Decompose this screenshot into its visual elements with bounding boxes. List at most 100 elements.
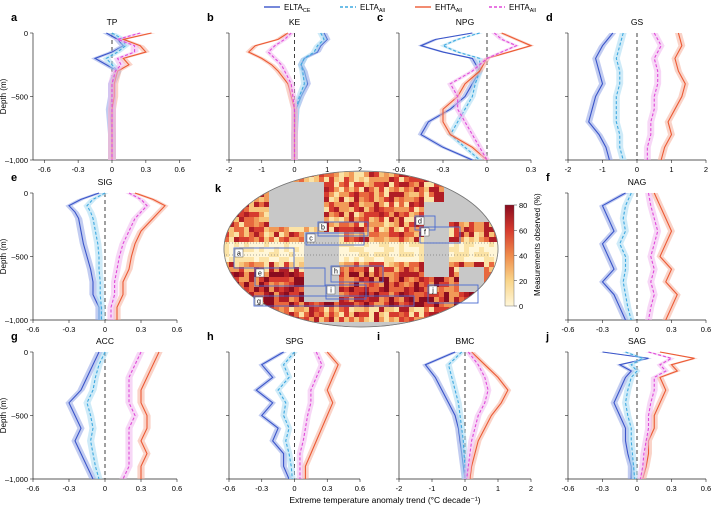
map-cell: [339, 227, 344, 232]
map-cell: [269, 242, 274, 247]
map-cell: [274, 277, 279, 282]
map-cell: [449, 287, 454, 292]
x-tick-label-h-4: 0.6: [355, 484, 365, 493]
region-label-bg-f: [420, 227, 430, 237]
map-cell: [379, 172, 384, 177]
map-cell: [449, 232, 454, 237]
map-cell: [369, 297, 374, 302]
map-cell: [264, 272, 269, 277]
map-cell: [439, 287, 444, 292]
map-cell: [349, 202, 354, 207]
map-cell: [374, 277, 379, 282]
panel-title-i: BMC: [456, 336, 475, 346]
map-cell: [284, 267, 289, 272]
map-cell: [244, 197, 249, 202]
map-cell: [409, 252, 414, 257]
map-cell: [379, 197, 384, 202]
x-tick-label-g-1: -0.3: [63, 484, 76, 493]
map-cell: [334, 207, 339, 212]
map-cell: [399, 317, 404, 322]
map-cell: [244, 282, 249, 287]
map-cell: [234, 267, 239, 272]
map-cell: [339, 302, 344, 307]
map-cell: [374, 227, 379, 232]
map-cell: [254, 202, 259, 207]
map-cell: [284, 242, 289, 247]
map-cell: [234, 282, 239, 287]
map-cell: [259, 242, 264, 247]
map-cell: [474, 222, 479, 227]
map-cell: [419, 252, 424, 257]
map-cell: [399, 217, 404, 222]
series-band-h-2: [302, 352, 342, 479]
map-cell: [249, 247, 254, 252]
map-cell: [494, 222, 498, 227]
map-cell: [289, 242, 294, 247]
map-cell: [494, 277, 498, 282]
panel-letter-k: k: [215, 183, 222, 195]
map-cell: [399, 202, 404, 207]
map-cell: [329, 197, 334, 202]
map-cell: [294, 267, 299, 272]
map-cell: [294, 302, 299, 307]
map-cell: [234, 207, 239, 212]
map-cell: [319, 317, 324, 322]
map-cell: [274, 242, 279, 247]
map-cell: [239, 237, 244, 242]
map-cell: [359, 257, 364, 262]
map-cell: [374, 202, 379, 207]
map-cell: [304, 227, 309, 232]
map-cell: [264, 317, 269, 322]
map-cell: [234, 172, 239, 177]
map-cell: [399, 197, 404, 202]
series-line-h-1: [277, 351, 295, 480]
map-cell: [324, 302, 329, 307]
map-cell: [279, 252, 284, 257]
map-cell: [224, 217, 229, 222]
map-cell: [414, 202, 419, 207]
map-cell: [369, 292, 374, 297]
map-cell: [399, 302, 404, 307]
map-cell: [254, 307, 259, 312]
map-cell: [389, 222, 394, 227]
map-cell: [364, 227, 369, 232]
map-cell: [334, 172, 339, 177]
map-cell: [254, 222, 259, 227]
map-cell: [269, 252, 274, 257]
map-cell: [309, 227, 314, 232]
map-cell: [299, 252, 304, 257]
map-cell: [224, 182, 229, 187]
map-cell: [369, 287, 374, 292]
map-cell: [494, 247, 498, 252]
map-cell: [374, 307, 379, 312]
map-cell: [459, 222, 464, 227]
map-cell: [434, 307, 439, 312]
map-cell: [364, 192, 369, 197]
map-cell: [369, 227, 374, 232]
map-cell: [459, 292, 464, 297]
map-cell: [394, 237, 399, 242]
map-cell: [279, 302, 284, 307]
map-cell: [299, 232, 304, 237]
map-cell: [374, 172, 379, 177]
map-cell: [374, 282, 379, 287]
map-cell: [494, 252, 498, 257]
map-cell: [479, 237, 484, 242]
map-cell: [259, 292, 264, 297]
map-cell: [394, 222, 399, 227]
map-cell: [359, 277, 364, 282]
map-cell: [389, 257, 394, 262]
map-cell: [384, 222, 389, 227]
map-cell: [374, 252, 379, 257]
map-cell: [344, 212, 349, 217]
map-cell: [259, 222, 264, 227]
map-cell: [424, 287, 429, 292]
map-cell: [254, 317, 259, 322]
map-cell: [279, 317, 284, 322]
map-cell: [279, 262, 284, 267]
map-cell: [474, 172, 479, 177]
map-cell: [339, 212, 344, 217]
series-band-d-2: [657, 33, 689, 160]
panel-d: d GS -2 -1 0 1 2: [546, 12, 708, 174]
